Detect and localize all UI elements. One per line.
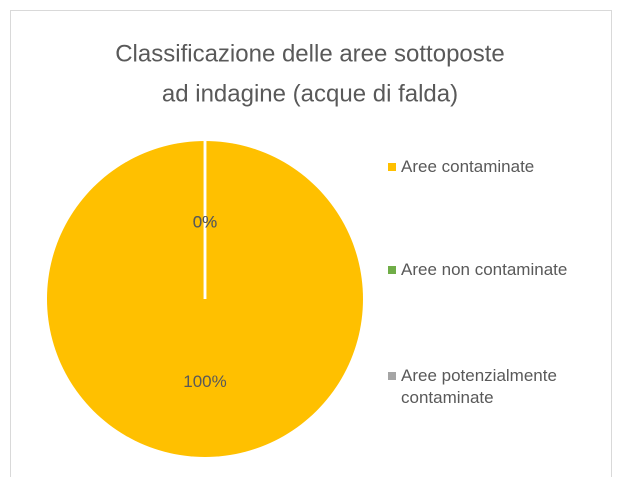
chart-frame xyxy=(10,10,612,477)
legend-item: Aree non contaminate xyxy=(388,259,603,281)
data-label: 0% xyxy=(193,213,218,232)
legend-swatch xyxy=(388,266,396,274)
legend-label: Aree contaminate xyxy=(401,157,535,176)
legend-swatch xyxy=(388,163,396,171)
legend-label: Aree non contaminate xyxy=(401,260,568,279)
legend-swatch xyxy=(388,372,396,380)
chart-title-line: ad indagine (acque di falda) xyxy=(162,80,458,107)
data-label: 100% xyxy=(183,372,226,391)
legend-item: Aree potenzialmente contaminate xyxy=(388,365,603,409)
chart-title-line: Classificazione delle aree sottoposte xyxy=(115,40,505,67)
data-label: 0% xyxy=(193,213,218,232)
legend-label: Aree potenzialmente contaminate xyxy=(401,366,557,407)
legend-item: Aree contaminate xyxy=(388,156,603,178)
